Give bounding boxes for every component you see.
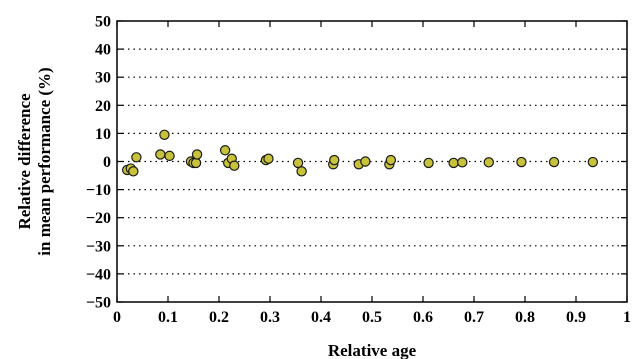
y-tick-label: −10 bbox=[86, 182, 111, 199]
data-point bbox=[263, 153, 274, 164]
x-axis-title: Relative age bbox=[328, 341, 417, 359]
data-point bbox=[385, 154, 397, 166]
x-tick-label: 0.3 bbox=[260, 309, 280, 326]
data-point bbox=[329, 154, 340, 166]
x-tick-label: 0.1 bbox=[158, 309, 178, 326]
data-point bbox=[128, 166, 139, 177]
y-tick-label: 20 bbox=[95, 98, 111, 115]
data-point bbox=[219, 145, 231, 156]
y-tick-labels: 50 40 30 20 10 0 −10 −20 −30 −40 −50 bbox=[86, 14, 111, 312]
x-tick-label: 0.7 bbox=[464, 309, 484, 326]
data-point bbox=[191, 149, 203, 160]
x-tick-label: 0.5 bbox=[362, 309, 382, 326]
data-points bbox=[121, 129, 599, 177]
x-tick-label: 0.2 bbox=[209, 309, 229, 326]
x-tick-label: 0 bbox=[113, 309, 121, 326]
grid bbox=[117, 48, 627, 275]
data-point bbox=[229, 160, 240, 171]
x-tick-label: 0.8 bbox=[515, 309, 535, 326]
data-point bbox=[548, 156, 560, 168]
y-tick-label: −20 bbox=[86, 210, 111, 227]
y-tick-label: 40 bbox=[95, 42, 111, 59]
data-point bbox=[296, 166, 307, 177]
y-axis-title-line-2: in mean performance (%) bbox=[35, 67, 54, 255]
y-tick-label: 0 bbox=[103, 154, 111, 171]
data-point bbox=[155, 149, 166, 160]
data-point bbox=[190, 157, 202, 169]
data-point bbox=[292, 157, 304, 169]
x-tick-labels: 0 0.1 0.2 0.3 0.4 0.5 0.6 0.7 0.8 0.9 1 bbox=[113, 309, 631, 326]
data-point bbox=[587, 156, 599, 168]
x-tick-label: 0.4 bbox=[311, 309, 331, 326]
y-tick-label: 30 bbox=[95, 70, 111, 87]
x-tick-label: 0.6 bbox=[413, 309, 433, 326]
data-point bbox=[457, 157, 468, 168]
x-tick-label: 0.9 bbox=[566, 309, 586, 326]
x-tick-label: 1 bbox=[623, 309, 631, 326]
y-tick-label: −50 bbox=[86, 295, 111, 312]
y-tick-label: −40 bbox=[86, 266, 111, 283]
y-tick-label: 10 bbox=[95, 126, 111, 143]
plot-frame bbox=[116, 20, 628, 303]
y-axis-title-line-1: Relative difference bbox=[15, 93, 34, 230]
data-point bbox=[423, 157, 434, 169]
data-point bbox=[516, 156, 527, 168]
data-point bbox=[360, 156, 371, 167]
data-point bbox=[131, 152, 142, 163]
data-point bbox=[483, 157, 494, 168]
y-tick-label: −30 bbox=[86, 238, 111, 255]
data-point bbox=[159, 129, 170, 141]
data-point bbox=[164, 150, 175, 162]
y-tick-label: 50 bbox=[95, 14, 111, 31]
data-point bbox=[448, 157, 459, 169]
